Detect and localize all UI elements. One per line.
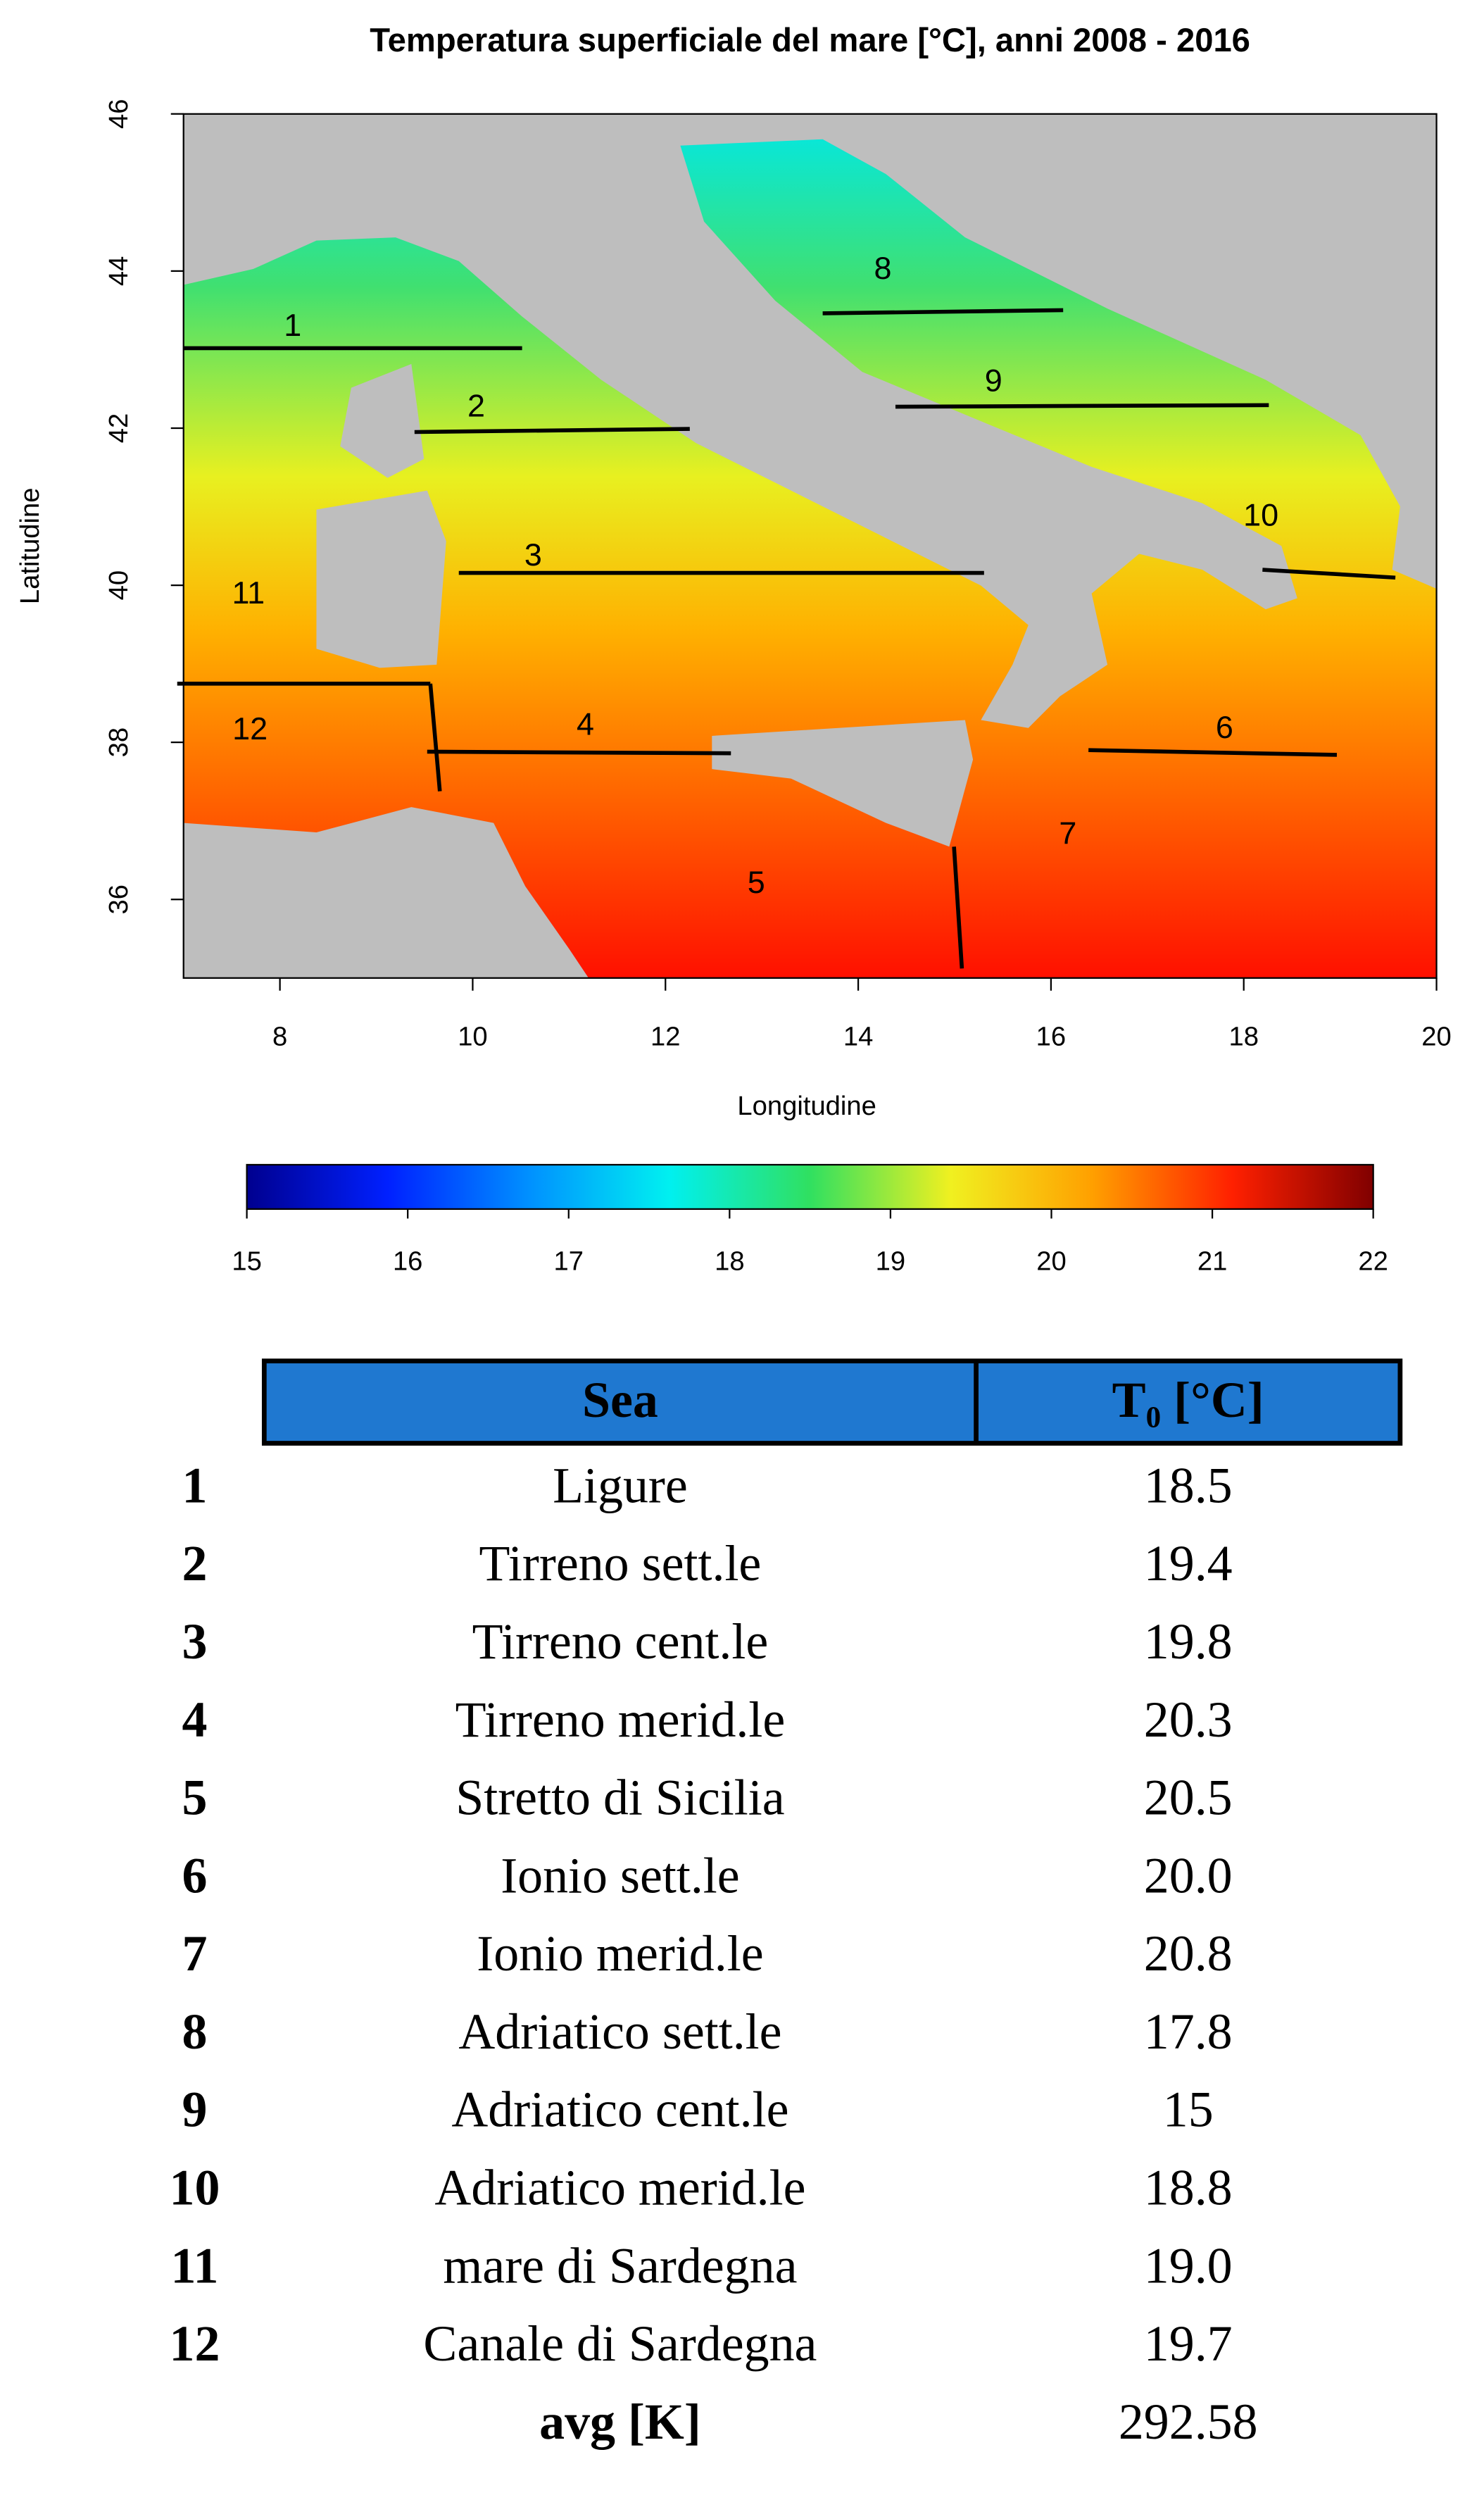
y-tick-label: 46	[103, 99, 134, 129]
region-label: 5	[748, 864, 765, 900]
footer-label: avg [K]	[539, 2394, 701, 2450]
temperature: 18.5	[1144, 1457, 1233, 1513]
sea-name: Ligure	[553, 1457, 688, 1513]
region-label: 11	[232, 575, 265, 611]
temperature: 19.4	[1144, 1535, 1233, 1591]
row-number: 6	[182, 1847, 207, 1903]
region-border	[895, 403, 1269, 409]
region-label: 1	[284, 307, 301, 343]
row-number: 2	[182, 1535, 207, 1591]
x-tick-label: 14	[843, 1021, 873, 1051]
row-number: 3	[182, 1613, 207, 1670]
row-number: 7	[182, 1925, 207, 1982]
sea-name: Adriatico sett.le	[458, 2003, 781, 2060]
header-cell: Sea	[582, 1372, 658, 1428]
y-tick-label: 42	[103, 413, 134, 443]
colorbar-tick-label: 21	[1197, 1246, 1227, 1276]
land	[712, 720, 974, 847]
temperature: 20.0	[1144, 1847, 1233, 1903]
temperature: 20.3	[1144, 1691, 1233, 1748]
x-tick-label: 8	[272, 1021, 287, 1051]
sea-name: Tirreno merid.le	[455, 1691, 786, 1748]
temperature: 19.8	[1144, 1613, 1233, 1670]
row-number: 8	[182, 2003, 207, 2060]
sea-name: Ionio merid.le	[477, 1925, 763, 1982]
region-label: 8	[874, 250, 892, 286]
x-tick-label: 18	[1228, 1021, 1258, 1051]
region-border	[1262, 568, 1396, 580]
x-tick-label: 10	[458, 1021, 487, 1051]
region-label: 3	[524, 537, 542, 573]
y-axis-label: Latitudine	[15, 487, 45, 604]
temperature: 18.8	[1144, 2160, 1233, 2216]
map-area	[177, 113, 1438, 979]
colorbar-tick-label: 20	[1036, 1246, 1066, 1276]
colorbar	[246, 1163, 1374, 1211]
sea-name: Adriatico merid.le	[434, 2160, 805, 2216]
region-label: 2	[467, 388, 485, 424]
region-label: 4	[577, 706, 594, 742]
temperature: 15	[1163, 2082, 1214, 2138]
land	[340, 363, 425, 478]
footer-value: 292.58	[1119, 2394, 1258, 2450]
sea-name: Canale di Sardegna	[423, 2315, 817, 2372]
colorbar-tick-label: 17	[554, 1246, 584, 1276]
row-number: 10	[169, 2160, 220, 2216]
colorbar-tick-label: 16	[393, 1246, 422, 1276]
row-number: 1	[182, 1457, 207, 1513]
header-cell: T₀ [°C]	[1112, 1372, 1264, 1428]
region-label: 10	[1243, 497, 1278, 533]
table: Sea T₀ [°C] 1 Ligure 18.5 2 Tirreno sett.le 1…	[169, 1358, 1403, 2450]
row-number: 11	[170, 2237, 218, 2294]
temperature: 19.7	[1144, 2315, 1233, 2372]
row-number: 12	[169, 2315, 220, 2372]
temperature: 20.8	[1144, 1925, 1233, 1982]
land	[183, 113, 1437, 728]
colorbar-tick-label: 19	[876, 1246, 905, 1276]
x-tick-label: 20	[1421, 1021, 1451, 1051]
map-title: Temperatura superficiale del mare [°C], …	[370, 22, 1250, 59]
region-border	[822, 308, 1064, 315]
region-label: 7	[1059, 815, 1076, 851]
region-border	[952, 846, 964, 969]
region-label: 6	[1216, 709, 1233, 745]
temperature: 20.5	[1144, 1770, 1233, 1826]
x-axis-label: Longitudine	[737, 1091, 876, 1121]
x-tick-label: 16	[1036, 1021, 1066, 1051]
sea-name: mare di Sardegna	[443, 2237, 797, 2294]
region-borders	[177, 308, 1396, 969]
row-number: 5	[182, 1770, 207, 1826]
region-border	[427, 749, 731, 756]
y-tick-label: 36	[103, 884, 134, 914]
region-label: 12	[232, 711, 268, 746]
sea-name: Ionio sett.le	[501, 1847, 739, 1903]
region-border	[414, 427, 690, 434]
land	[183, 807, 589, 978]
sea-name: Tirreno cent.le	[472, 1613, 769, 1670]
colorbar-tick-label: 18	[715, 1246, 744, 1276]
colorbar-tick-label: 22	[1358, 1246, 1388, 1276]
map-frame	[182, 113, 1438, 979]
region-label: 9	[985, 363, 1002, 399]
land	[316, 490, 446, 668]
x-tick-label: 12	[650, 1021, 680, 1051]
table-header-box	[261, 1358, 1403, 1446]
row-number: 4	[182, 1691, 207, 1748]
region-border	[1088, 748, 1338, 757]
row-number: 9	[182, 2082, 207, 2138]
temperature: 19.0	[1144, 2237, 1233, 2294]
region-border	[428, 683, 442, 792]
sea-name: Stretto di Sicilia	[455, 1770, 784, 1826]
y-tick-label: 38	[103, 727, 134, 757]
y-tick-label: 40	[103, 570, 134, 600]
y-tick-label: 44	[103, 256, 134, 286]
colorbar-tick-label: 15	[232, 1246, 261, 1276]
sea-name: Adriatico cent.le	[451, 2082, 788, 2138]
temperature: 17.8	[1144, 2003, 1233, 2060]
sea-name: Tirreno sett.le	[479, 1535, 762, 1591]
